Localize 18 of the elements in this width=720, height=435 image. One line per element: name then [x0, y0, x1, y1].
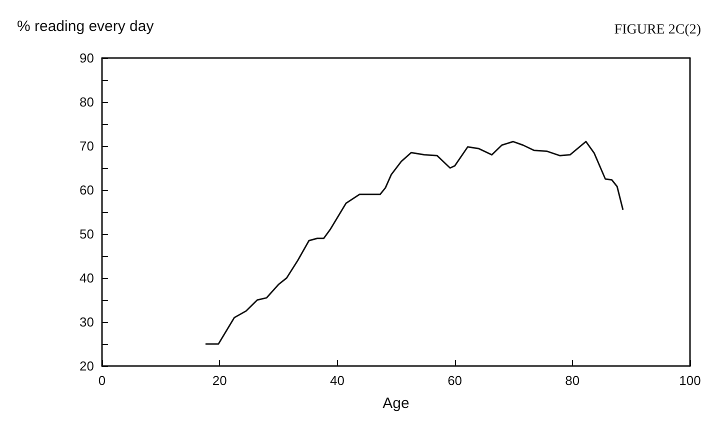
x-tick-label: 20	[212, 373, 227, 388]
y-tick-label: 60	[80, 182, 94, 198]
x-tick-label: 80	[565, 373, 580, 388]
x-tick-label: 60	[448, 373, 462, 388]
x-tick-label: 100	[679, 373, 701, 388]
y-tick-label: 20	[80, 358, 94, 374]
y-tick-label: 70	[80, 138, 94, 154]
y-axis-title: % reading every day	[17, 18, 154, 35]
x-axis-title: Age	[382, 395, 410, 412]
line-series	[204, 140, 624, 345]
y-tick-label: 30	[80, 314, 94, 330]
y-tick-label: 50	[80, 226, 94, 242]
x-tick-label: 40	[330, 373, 344, 388]
y-tick-label: 90	[80, 50, 94, 66]
x-tick-label: 0	[98, 373, 106, 388]
y-tick-label: 40	[80, 270, 94, 286]
y-tick-label: 80	[80, 94, 94, 110]
chart-title: FIGURE 2C(2)	[614, 22, 702, 38]
